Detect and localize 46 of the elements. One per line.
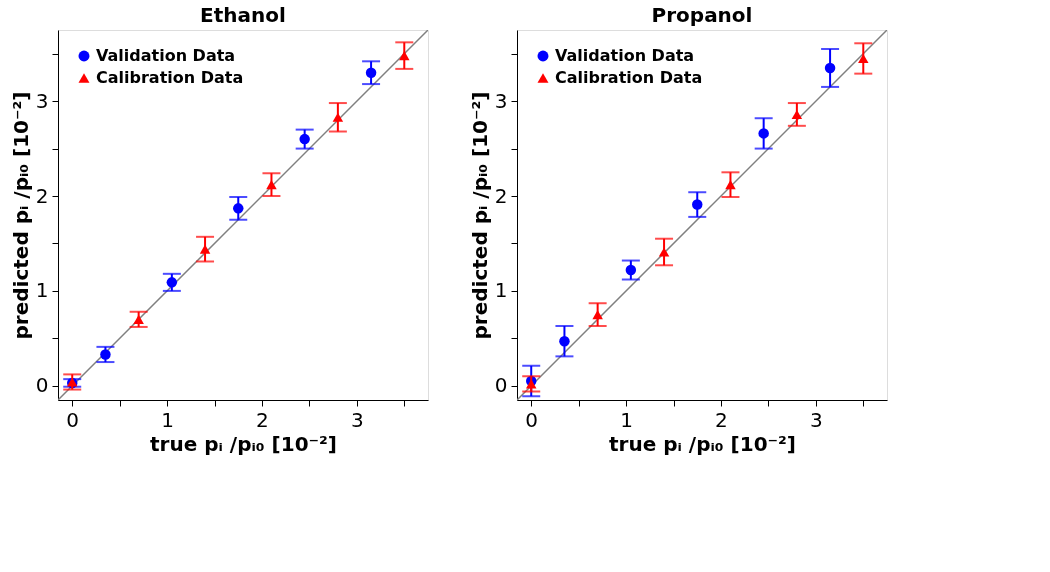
point xyxy=(166,277,178,288)
y-tick-label: 0 xyxy=(494,373,508,398)
point xyxy=(365,67,377,78)
x-tick-label: 0 xyxy=(525,407,539,432)
point xyxy=(824,62,836,74)
point xyxy=(559,335,570,347)
point xyxy=(332,112,344,122)
point xyxy=(658,247,670,257)
point xyxy=(692,199,703,210)
point xyxy=(199,244,211,254)
point xyxy=(758,128,769,139)
x-tick-label: 1 xyxy=(620,407,633,432)
point xyxy=(399,51,410,61)
x-axis-title: true pᵢ /pᵢ₀ [10⁻²] xyxy=(149,431,338,456)
y-tick-label: 1 xyxy=(35,278,49,303)
y-tick-label: 0 xyxy=(35,373,49,398)
x-tick-label: 2 xyxy=(256,407,269,432)
point xyxy=(133,314,144,324)
x-axis-title: true pᵢ /pᵢ₀ [10⁻²] xyxy=(608,431,797,456)
legend-label: Validation Data xyxy=(555,46,695,65)
point xyxy=(791,109,803,119)
chart-title: Propanol xyxy=(651,3,753,27)
x-tick-label: 1 xyxy=(161,407,174,432)
y-tick-label: 3 xyxy=(35,88,49,113)
point xyxy=(100,349,111,360)
x-tick-label: 3 xyxy=(809,407,823,432)
chart-title: Ethanol xyxy=(200,3,286,27)
legend-label: Calibration Data xyxy=(96,68,244,87)
x-tick-label: 0 xyxy=(66,407,80,432)
point xyxy=(725,180,736,190)
x-tick-label: 3 xyxy=(350,407,364,432)
point xyxy=(299,133,310,145)
point xyxy=(266,180,277,190)
point xyxy=(525,379,537,389)
legend-label: Validation Data xyxy=(96,46,236,65)
point xyxy=(233,203,244,214)
y-axis-title: predicted pᵢ /pᵢ₀ [10⁻²] xyxy=(8,91,33,340)
point xyxy=(625,264,637,276)
y-tick-label: 2 xyxy=(35,183,49,208)
point xyxy=(592,310,603,320)
y-tick-label: 3 xyxy=(494,88,508,113)
x-tick-label: 2 xyxy=(715,407,728,432)
legend-label: Calibration Data xyxy=(555,68,703,87)
y-axis-title: predicted pᵢ /pᵢ₀ [10⁻²] xyxy=(467,91,492,340)
y-tick-label: 1 xyxy=(494,278,508,303)
y-tick-label: 2 xyxy=(494,183,508,208)
